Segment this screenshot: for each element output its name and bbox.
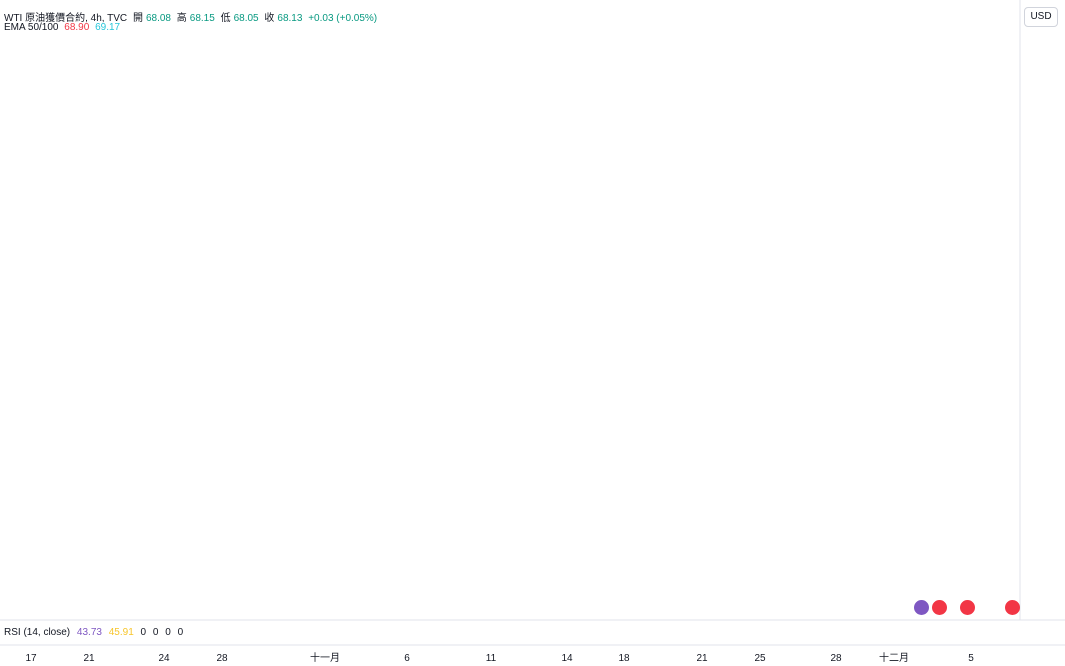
close-label: 收 bbox=[264, 13, 275, 24]
low-label: 低 bbox=[220, 13, 231, 24]
rsi-extra-2: 0 bbox=[152, 627, 159, 638]
time-tick-label: 十一月 bbox=[310, 651, 340, 664]
ema100-value: 69.17 bbox=[95, 22, 121, 33]
time-tick-label: 18 bbox=[618, 653, 630, 664]
ema50-value: 68.90 bbox=[64, 22, 90, 33]
us-flag-event-icon[interactable] bbox=[960, 600, 975, 615]
rsi-value: 43.73 bbox=[76, 627, 102, 638]
open-label: 開 bbox=[132, 13, 143, 24]
time-tick-label: 24 bbox=[158, 653, 170, 664]
chart-header: WTI 原油獲價合約, 4h, TVC 開 68.08 高 68.15 低 68.05… bbox=[4, 9, 380, 24]
time-tick-label: 14 bbox=[561, 653, 573, 664]
time-tick-label: 17 bbox=[25, 653, 37, 664]
time-tick-label: 6 bbox=[404, 653, 410, 664]
time-tick-label: 25 bbox=[754, 653, 766, 664]
time-tick-label: 十二月 bbox=[879, 651, 909, 664]
rsi-ma-value: 45.91 bbox=[108, 627, 134, 638]
rsi-extra-4: 0 bbox=[177, 627, 184, 638]
time-tick-label: 28 bbox=[830, 653, 842, 664]
rsi-extra-3: 0 bbox=[165, 627, 171, 638]
grid bbox=[0, 0, 1065, 646]
rsi-label[interactable]: RSI (14, close) bbox=[4, 627, 71, 638]
ema-label[interactable]: EMA 50/100 bbox=[4, 22, 59, 33]
rsi-legend[interactable]: RSI (14, close) 43.73 45.91 0 0 0 0 bbox=[4, 627, 187, 638]
low-value: 68.05 bbox=[233, 13, 259, 24]
time-tick-label: 28 bbox=[216, 653, 228, 664]
time-tick-label: 5 bbox=[968, 653, 974, 664]
open-value: 68.08 bbox=[145, 13, 171, 24]
rsi-extra-1: 0 bbox=[140, 627, 147, 638]
time-axis: 17 21 24 28 十一月 6 11 14 18 21 25 28 十二月 5 bbox=[25, 651, 974, 664]
indicator-legend[interactable]: EMA 50/100 68.90 69.17 bbox=[4, 22, 123, 33]
time-tick-label: 11 bbox=[486, 653, 497, 664]
currency-button[interactable]: USD bbox=[1024, 7, 1058, 27]
high-value: 68.15 bbox=[189, 13, 215, 24]
close-value: 68.13 bbox=[277, 13, 303, 24]
high-label: 高 bbox=[176, 13, 187, 24]
us-flag-event-icon[interactable] bbox=[932, 600, 947, 615]
lightning-event-icon[interactable] bbox=[914, 600, 929, 615]
time-tick-label: 21 bbox=[696, 653, 708, 664]
change-value: +0.03 (+0.05%) bbox=[308, 13, 378, 24]
time-tick-label: 21 bbox=[83, 653, 95, 664]
us-flag-event-icon[interactable] bbox=[1005, 600, 1020, 615]
symbol-title[interactable]: WTI 原油獲價合約, 4h, TVC bbox=[4, 13, 128, 24]
